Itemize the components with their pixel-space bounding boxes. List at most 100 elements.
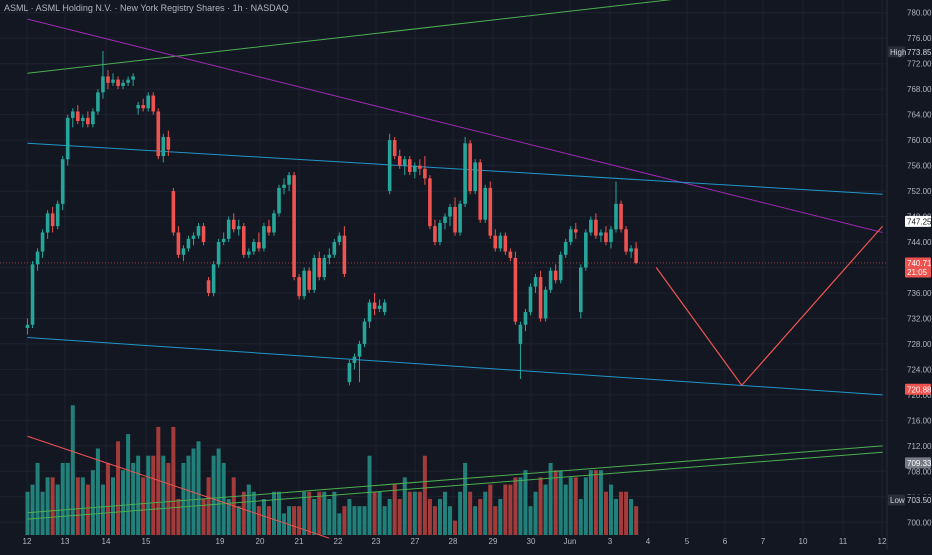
x-tick-label: 12 — [878, 537, 887, 546]
volume-bar — [508, 484, 513, 535]
volume-bar — [397, 498, 402, 535]
y-tick-label: 744.00 — [907, 238, 932, 247]
candle — [448, 206, 452, 217]
candle — [594, 219, 598, 236]
candle — [91, 111, 95, 125]
volume-bar — [201, 498, 206, 535]
volume-bar — [448, 506, 453, 535]
x-tick-label: 15 — [142, 537, 151, 546]
x-tick-label: 7 — [761, 537, 766, 546]
x-tick-label: 10 — [799, 537, 808, 546]
volume-bar — [241, 491, 246, 535]
volume-bar — [317, 491, 322, 535]
lower-green-a-line — [27, 445, 883, 514]
price-tag-label-bg — [888, 494, 905, 506]
candle — [216, 242, 221, 265]
volume-bar — [85, 484, 90, 535]
volume-bar — [322, 491, 327, 535]
candle — [463, 143, 467, 204]
candle — [563, 242, 568, 255]
volume-bar — [342, 506, 347, 535]
candle — [573, 229, 578, 233]
volume-bar — [458, 491, 463, 535]
volume-bar — [583, 477, 588, 535]
candle — [483, 187, 488, 220]
chart-title: ASML · ASML Holding N.V. · New York Regi… — [4, 3, 289, 13]
candle — [131, 76, 135, 80]
x-tick-label: 4 — [646, 537, 651, 546]
volume-bar — [105, 462, 110, 535]
candle — [397, 156, 402, 166]
y-tick-label: 772.00 — [907, 60, 932, 69]
candle — [327, 254, 332, 258]
volume-bar — [131, 462, 136, 535]
candle — [146, 95, 151, 109]
volume-bar — [603, 491, 608, 535]
y-tick-label: 724.00 — [907, 365, 932, 374]
candle — [176, 232, 181, 255]
lower-cyan-channel-line — [27, 337, 883, 396]
candle — [392, 140, 397, 157]
y-tick-label: 700.00 — [907, 518, 932, 527]
volume-bar — [60, 462, 65, 535]
candle — [362, 321, 367, 344]
candle — [101, 76, 105, 93]
y-tick-label: 752.00 — [907, 187, 932, 196]
candle — [558, 254, 563, 281]
candle — [352, 356, 357, 364]
volume-bar — [282, 513, 287, 535]
upper-green-line — [27, 0, 673, 74]
candle — [86, 117, 90, 125]
volume-bar — [136, 455, 141, 535]
candle — [579, 267, 583, 313]
volume-bar — [588, 470, 593, 535]
candle — [277, 187, 281, 214]
candle — [493, 235, 498, 249]
candle — [543, 289, 548, 319]
projection-path — [655, 225, 884, 387]
price-tag-label-bg — [888, 46, 905, 58]
candle — [589, 219, 593, 233]
volume-bar — [493, 506, 498, 535]
x-tick-label: 27 — [411, 537, 420, 546]
candle — [508, 251, 513, 258]
volume-bar — [463, 462, 468, 535]
volume-bar — [50, 477, 55, 535]
x-tick-label: 22 — [334, 537, 343, 546]
candle — [629, 248, 633, 252]
volume-bar — [181, 462, 186, 535]
candle — [498, 235, 503, 249]
candle — [55, 203, 60, 227]
candle — [211, 264, 216, 293]
candle — [226, 219, 231, 239]
candle — [166, 136, 171, 150]
volume-bar — [251, 491, 256, 535]
volume-bar — [629, 498, 634, 535]
upper-cyan-channel-line — [27, 142, 883, 195]
volume-bar — [422, 455, 427, 535]
candle — [337, 235, 342, 243]
volume-bar — [216, 448, 221, 535]
x-tick-label: 5 — [685, 537, 690, 546]
x-tick-label: 12 — [23, 537, 32, 546]
x-tick-label: 11 — [839, 537, 848, 546]
volume-bar — [614, 498, 619, 535]
volume-bar — [453, 520, 458, 535]
volume-bar — [116, 441, 121, 535]
volume-bar — [573, 477, 578, 535]
x-tick-label: 3 — [608, 537, 613, 546]
candle — [241, 226, 246, 255]
volume-bar — [126, 434, 131, 535]
candle — [126, 79, 130, 83]
volume-bar — [624, 491, 629, 535]
x-tick-label: 29 — [489, 537, 498, 546]
volume-bar — [488, 484, 493, 535]
volume-bar — [307, 491, 312, 535]
volume-bar — [553, 470, 558, 535]
candle — [247, 251, 251, 255]
y-tick-label: 712.00 — [907, 442, 932, 451]
candle — [538, 277, 543, 319]
y-tick-label: 768.00 — [907, 85, 932, 94]
